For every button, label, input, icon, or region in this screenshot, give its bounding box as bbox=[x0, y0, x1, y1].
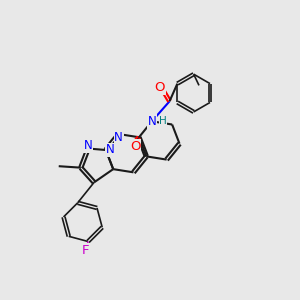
Text: N: N bbox=[114, 131, 123, 144]
Text: O: O bbox=[130, 140, 140, 153]
Text: N: N bbox=[84, 139, 92, 152]
Text: N: N bbox=[148, 115, 156, 128]
Text: H: H bbox=[159, 116, 167, 126]
Text: O: O bbox=[154, 81, 165, 94]
Text: N: N bbox=[106, 143, 115, 157]
Text: F: F bbox=[82, 244, 89, 257]
